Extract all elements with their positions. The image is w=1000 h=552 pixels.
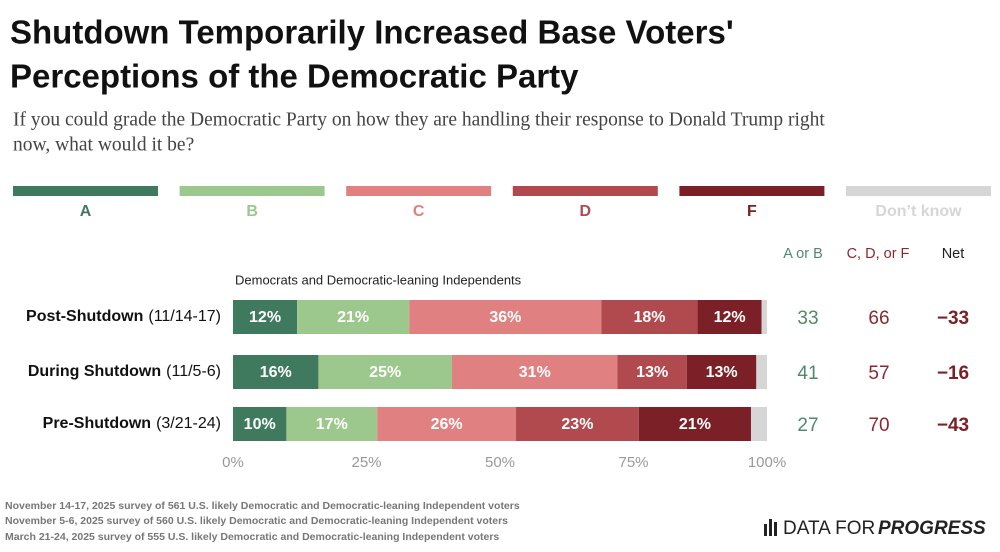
logo-icon — [769, 519, 772, 536]
bar-value-label: 10% — [244, 416, 276, 433]
x-tick-label: 0% — [222, 454, 244, 471]
summary-value: 57 — [868, 363, 889, 384]
bar-value-label: 26% — [431, 416, 463, 433]
summary-value: 27 — [797, 415, 818, 436]
bar-segment — [233, 300, 298, 334]
legend-label: Don’t know — [875, 203, 962, 220]
legend-swatch — [346, 186, 492, 196]
legend-swatch — [13, 186, 158, 196]
row-label-date: (11/5-6) — [166, 363, 221, 380]
summary-header: Net — [942, 246, 965, 262]
row-label-date: (11/14-17) — [148, 308, 221, 325]
x-tick-label: 100% — [748, 454, 786, 471]
bar-segment — [756, 355, 767, 389]
chart-subtitle: If you could grade the Democratic Party … — [13, 109, 825, 130]
summary-value: −16 — [937, 363, 969, 384]
summary-header: A or B — [783, 246, 823, 262]
row-label-name: During Shutdown — [28, 363, 161, 380]
row-label: During Shutdown (11/5-6) — [28, 363, 221, 380]
note: March 21-24, 2025 survey of 555 U.S. lik… — [5, 531, 499, 543]
legend-swatch — [679, 186, 825, 196]
bar-segment — [377, 407, 517, 441]
summary-header: C, D, or F — [847, 246, 910, 262]
bar-segment — [686, 355, 757, 389]
bar-value-label: 17% — [316, 416, 348, 433]
row-label-name: Post-Shutdown — [26, 308, 143, 325]
summary-value: 41 — [797, 363, 818, 384]
legend-label: D — [580, 203, 592, 220]
bar-value-label: 25% — [369, 364, 401, 381]
summary-value: −33 — [937, 308, 969, 329]
chart-title: Perceptions of the Democratic Party — [10, 58, 579, 95]
bar-segment — [697, 300, 762, 334]
bar-segment — [601, 300, 698, 334]
x-tick-label: 25% — [351, 454, 381, 471]
bar-value-label: 21% — [337, 309, 369, 326]
bar-value-label: 12% — [714, 309, 746, 326]
legend-swatch — [512, 186, 658, 196]
logo-text: PROGRESS — [878, 518, 986, 539]
bar-segment — [286, 407, 378, 441]
note: November 5-6, 2025 survey of 560 U.S. li… — [5, 515, 508, 527]
logo-icon — [774, 522, 777, 536]
logo-icon — [764, 524, 767, 536]
note: November 14-17, 2025 survey of 561 U.S. … — [5, 500, 520, 512]
bar-value-label: 36% — [489, 309, 521, 326]
bar-value-label: 18% — [634, 309, 666, 326]
x-tick-label: 50% — [485, 454, 515, 471]
legend-label: B — [246, 203, 258, 220]
bar-segment — [638, 407, 751, 441]
bar-segment — [233, 355, 319, 389]
bar-segment — [516, 407, 639, 441]
bar-segment — [761, 300, 767, 334]
bar-value-label: 31% — [519, 364, 551, 381]
bar-segment — [617, 355, 687, 389]
bar-segment — [297, 300, 410, 334]
legend-swatch — [179, 186, 325, 196]
summary-value: 33 — [797, 308, 818, 329]
bar-value-label: 16% — [260, 364, 292, 381]
bar-value-label: 21% — [679, 416, 711, 433]
bar-value-label: 13% — [706, 364, 738, 381]
summary-value: 66 — [868, 308, 889, 329]
summary-value: 70 — [868, 415, 889, 436]
bar-segment — [451, 355, 618, 389]
row-label-date: (3/21-24) — [156, 415, 221, 432]
bar-value-label: 13% — [636, 364, 668, 381]
group-label: Democrats and Democratic-leaning Indepen… — [235, 272, 522, 287]
logo: DATA FOR PROGRESS — [764, 518, 986, 539]
chart-title: Shutdown Temporarily Increased Base Vote… — [10, 14, 734, 51]
row-label-name: Pre-Shutdown — [43, 415, 151, 432]
legend-label: C — [413, 203, 425, 220]
row-label: Post-Shutdown (11/14-17) — [26, 308, 221, 325]
legend-label: F — [747, 203, 757, 220]
bar-value-label: 12% — [249, 309, 281, 326]
summary-value: −43 — [937, 415, 969, 436]
bar-segment — [750, 407, 767, 441]
legend-swatch — [846, 186, 991, 196]
chart-subtitle: now, what would it be? — [13, 134, 194, 155]
bar-segment — [318, 355, 452, 389]
bar-value-label: 23% — [561, 416, 593, 433]
x-tick-label: 75% — [618, 454, 648, 471]
bar-segment — [409, 300, 602, 334]
bar-segment — [233, 407, 287, 441]
row-label: Pre-Shutdown (3/21-24) — [43, 415, 221, 432]
legend-label: A — [80, 203, 92, 220]
logo-text: DATA FOR — [783, 518, 875, 539]
